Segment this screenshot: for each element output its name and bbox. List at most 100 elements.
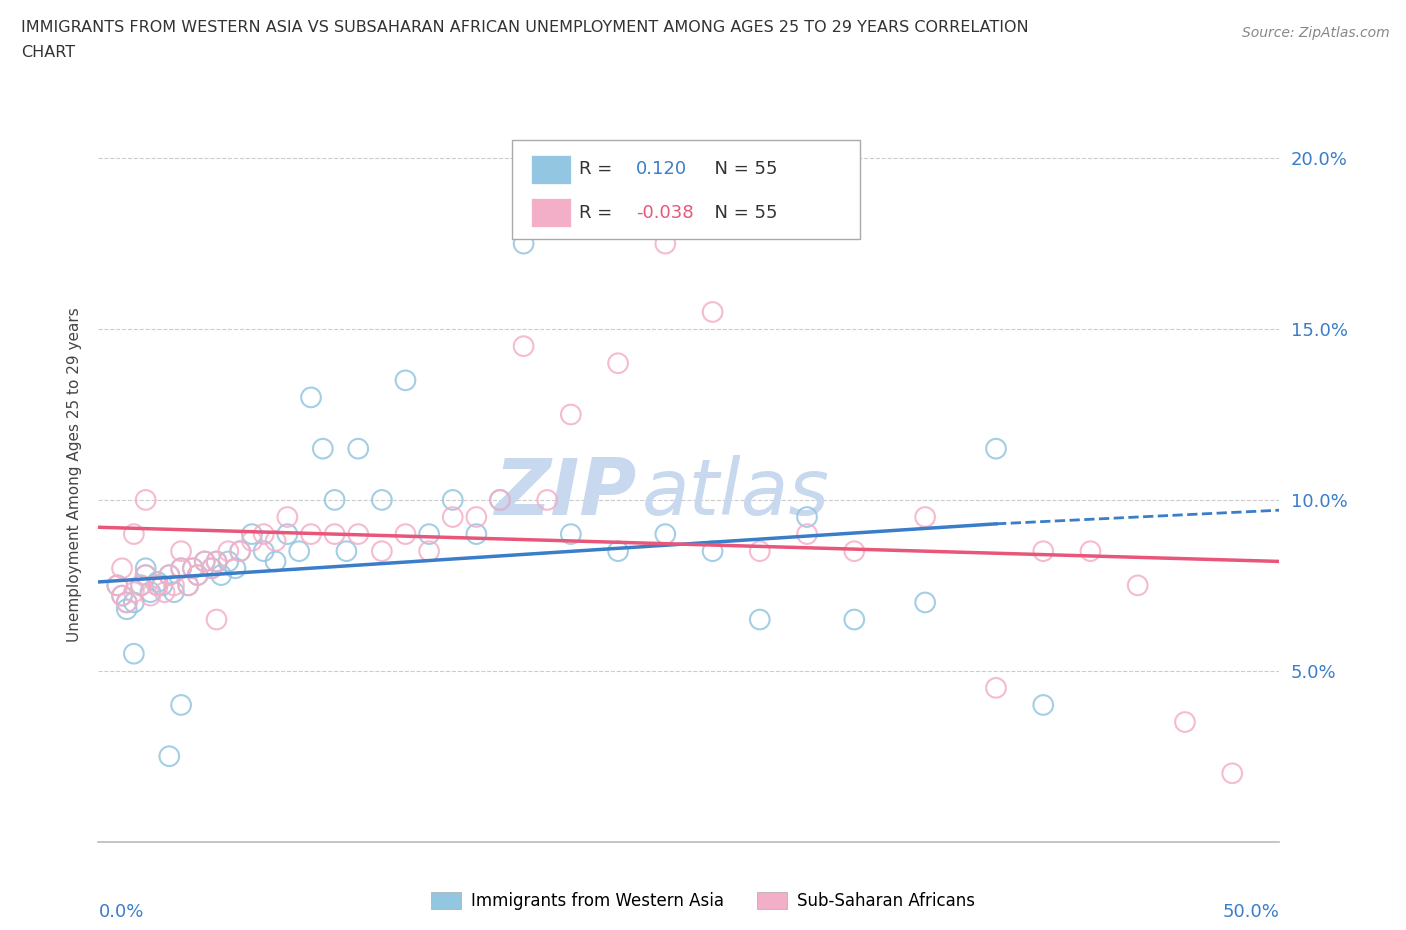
Point <box>489 493 512 508</box>
Point <box>1174 714 1197 729</box>
Point <box>177 578 200 592</box>
Point <box>796 526 818 541</box>
Point <box>607 356 630 371</box>
FancyBboxPatch shape <box>530 198 571 227</box>
Point <box>253 544 276 559</box>
Point <box>146 578 169 592</box>
Point <box>224 561 246 576</box>
Point <box>170 561 193 576</box>
Point <box>122 585 145 600</box>
Text: Source: ZipAtlas.com: Source: ZipAtlas.com <box>1241 26 1389 40</box>
Point <box>1220 766 1243 781</box>
Point <box>371 493 394 508</box>
Legend: Immigrants from Western Asia, Sub-Saharan Africans: Immigrants from Western Asia, Sub-Sahara… <box>425 885 981 917</box>
Point <box>335 544 357 559</box>
Point <box>654 236 676 251</box>
Point <box>394 373 416 388</box>
Point <box>181 561 204 576</box>
Point <box>264 554 287 569</box>
Point <box>441 493 464 508</box>
Point <box>229 544 252 559</box>
Point <box>122 595 145 610</box>
Point <box>135 493 157 508</box>
Point <box>536 493 558 508</box>
FancyBboxPatch shape <box>512 140 860 239</box>
Point <box>276 510 298 525</box>
Point <box>163 585 186 600</box>
Point <box>157 567 180 582</box>
Text: 0.120: 0.120 <box>636 160 688 179</box>
Point <box>1032 698 1054 712</box>
Point <box>240 526 263 541</box>
Point <box>418 544 440 559</box>
Text: 0.0%: 0.0% <box>98 903 143 921</box>
Point <box>187 567 209 582</box>
Text: ZIP: ZIP <box>494 455 636 531</box>
Text: R =: R = <box>579 160 624 179</box>
Point <box>253 526 276 541</box>
Point <box>1032 544 1054 559</box>
Text: 50.0%: 50.0% <box>1223 903 1279 921</box>
Y-axis label: Unemployment Among Ages 25 to 29 years: Unemployment Among Ages 25 to 29 years <box>66 307 82 642</box>
Point <box>702 544 724 559</box>
Point <box>489 493 512 508</box>
Point <box>229 544 252 559</box>
Point <box>299 526 322 541</box>
Point <box>111 561 134 576</box>
Point <box>129 578 152 592</box>
Text: atlas: atlas <box>641 455 830 531</box>
Point <box>512 339 534 353</box>
Point <box>984 441 1007 456</box>
Point <box>170 698 193 712</box>
Point <box>187 567 209 582</box>
Point <box>276 526 298 541</box>
Point <box>135 567 157 582</box>
Point <box>146 575 169 590</box>
Text: N = 55: N = 55 <box>703 204 778 221</box>
Point <box>122 646 145 661</box>
Point <box>323 493 346 508</box>
Point <box>111 588 134 603</box>
Point <box>139 585 162 600</box>
Point <box>418 526 440 541</box>
Point <box>153 585 176 600</box>
Point <box>157 567 180 582</box>
Point <box>512 236 534 251</box>
Point <box>201 561 224 576</box>
Point <box>371 544 394 559</box>
Point <box>217 554 239 569</box>
Point <box>201 561 224 576</box>
Point <box>111 588 134 603</box>
Point <box>441 510 464 525</box>
Point <box>240 534 263 549</box>
Point <box>170 544 193 559</box>
Point <box>146 578 169 592</box>
Point <box>748 612 770 627</box>
Point <box>135 561 157 576</box>
Point <box>748 544 770 559</box>
Point <box>264 534 287 549</box>
Point <box>163 578 186 592</box>
Point <box>139 588 162 603</box>
Point <box>177 578 200 592</box>
Point <box>465 510 488 525</box>
Point <box>217 544 239 559</box>
Text: -0.038: -0.038 <box>636 204 693 221</box>
Point <box>105 578 128 592</box>
Point <box>312 441 335 456</box>
Point <box>115 595 138 610</box>
Point <box>654 526 676 541</box>
Point <box>914 510 936 525</box>
FancyBboxPatch shape <box>530 154 571 184</box>
Point <box>914 595 936 610</box>
Point <box>796 510 818 525</box>
Point <box>146 578 169 592</box>
Point <box>122 526 145 541</box>
Point <box>150 578 173 592</box>
Point <box>394 526 416 541</box>
Point <box>115 602 138 617</box>
Text: IMMIGRANTS FROM WESTERN ASIA VS SUBSAHARAN AFRICAN UNEMPLOYMENT AMONG AGES 25 TO: IMMIGRANTS FROM WESTERN ASIA VS SUBSAHAR… <box>21 20 1029 35</box>
Point <box>607 544 630 559</box>
Point <box>129 578 152 592</box>
Point <box>844 612 866 627</box>
